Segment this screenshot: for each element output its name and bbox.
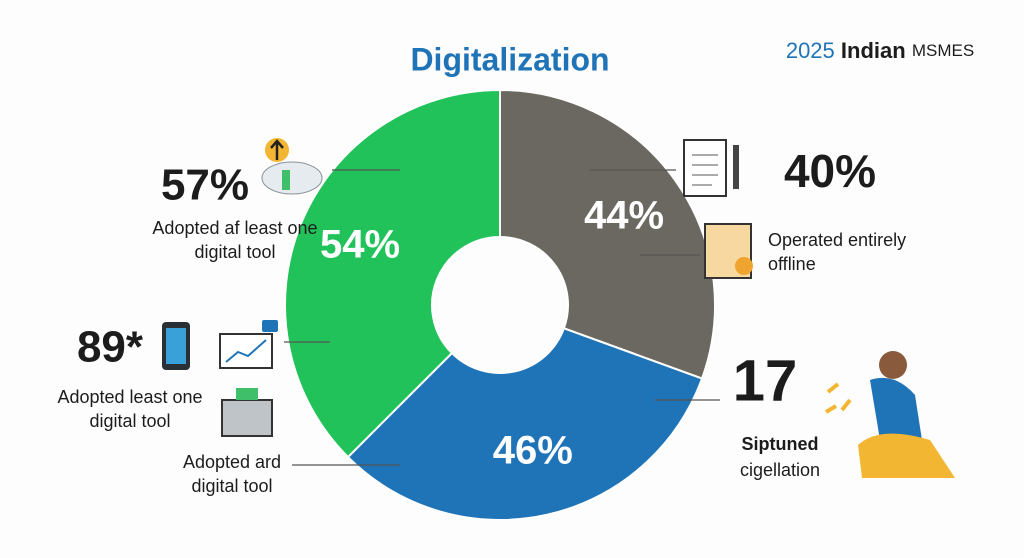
notepad-icon xyxy=(683,139,753,279)
value-label: 46% xyxy=(493,428,573,472)
stat: 89* xyxy=(77,323,144,372)
donut-segment xyxy=(346,326,704,521)
note: Adopted af least one xyxy=(152,218,317,238)
note: digital tool xyxy=(191,476,272,496)
note: digital tool xyxy=(194,242,275,262)
leader-line xyxy=(590,169,700,256)
stat: 40% xyxy=(784,145,876,197)
donut-chart: 44% 46% 54% xyxy=(284,88,716,521)
note: digital tool xyxy=(89,411,170,431)
donut-segment xyxy=(284,88,501,459)
cloud-icon xyxy=(261,138,323,195)
chart-title: Digitalization xyxy=(410,41,609,77)
donut-segment xyxy=(499,88,716,380)
note: Operated entirely xyxy=(768,230,906,250)
note: Adopted least one xyxy=(57,387,202,407)
stat: 57% xyxy=(161,161,249,210)
note: cigellation xyxy=(740,460,820,480)
person-icon xyxy=(824,351,955,478)
subtitle-year: 2025 xyxy=(786,38,835,63)
subtitle: 2025 Indian MSMES xyxy=(786,38,974,63)
note: offline xyxy=(768,254,816,274)
note: Siptuned xyxy=(742,434,819,454)
subtitle-country: Indian xyxy=(841,38,906,63)
note: Adopted ard xyxy=(183,452,281,472)
value-label: 44% xyxy=(584,194,664,238)
device-icons xyxy=(162,320,278,437)
value-label: 54% xyxy=(320,223,400,267)
stat: 17 xyxy=(733,348,798,413)
subtitle-sector: MSMES xyxy=(912,41,974,60)
